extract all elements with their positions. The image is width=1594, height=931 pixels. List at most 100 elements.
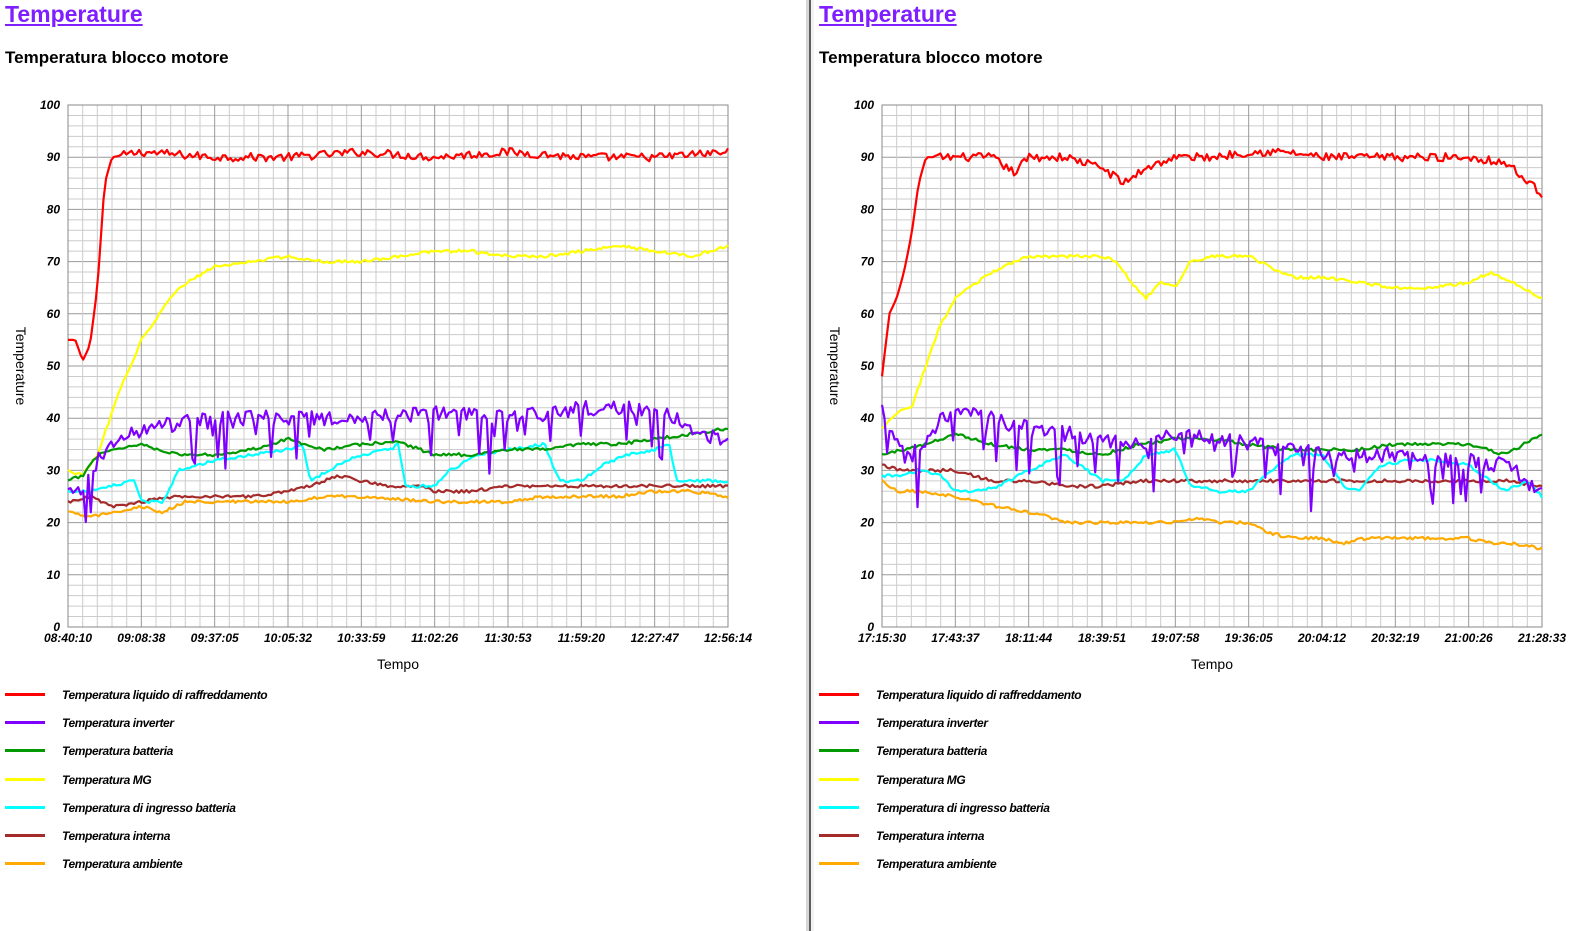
y-tick-label: 0 <box>53 620 60 634</box>
legend-swatch <box>819 777 859 781</box>
x-tick-label: 09:37:05 <box>191 631 239 645</box>
panel-left: Temperature Temperatura blocco motore 0 1… <box>5 1 752 872</box>
y-tick-label: 20 <box>46 516 61 530</box>
legend-swatch <box>5 721 45 725</box>
temperature-chart: 0 10 20 30 40 50 60 70 80 90 100 17:15:30 17:43:37 18… <box>827 98 1566 672</box>
x-tick-label: 10:05:32 <box>264 631 312 645</box>
y-tick-label: 90 <box>47 150 61 164</box>
panel-divider[interactable] <box>806 0 814 931</box>
x-tick-label: 18:11:44 <box>1005 631 1052 645</box>
y-tick-label: 100 <box>40 98 60 112</box>
chart-title: Temperatura blocco motore <box>5 48 229 67</box>
x-tick-label: 12:27:47 <box>631 631 680 645</box>
x-tick-label: 10:33:59 <box>337 631 385 645</box>
legend-swatch <box>819 833 859 837</box>
legend-swatch <box>819 721 859 725</box>
temperature-link[interactable]: Temperature <box>5 1 143 27</box>
legend-label: Temperatura di ingresso batteria <box>876 800 1050 815</box>
x-tick-label: 18:39:51 <box>1078 631 1126 645</box>
x-tick-label: 21:28:33 <box>1517 631 1566 645</box>
legend-label: Temperatura liquido di raffreddamento <box>62 688 268 702</box>
chart-title: Temperatura blocco motore <box>819 48 1043 67</box>
plot-frame <box>67 104 729 628</box>
legend-swatch <box>819 749 859 753</box>
legend-swatch <box>5 805 45 809</box>
x-tick-label: 09:08:38 <box>117 631 165 645</box>
x-tick-label: 11:30:53 <box>484 631 531 645</box>
legend-swatch <box>5 777 45 781</box>
y-tick-label: 10 <box>861 568 875 582</box>
series-line-inverter <box>67 400 729 524</box>
x-tick-label: 20:32:19 <box>1370 631 1419 645</box>
y-axis-label: Temperature <box>13 327 29 406</box>
legend-swatch <box>5 693 45 696</box>
series-line-ambient <box>881 479 1543 551</box>
legend-label: Temperatura ambiente <box>876 857 997 872</box>
y-tick-label: 50 <box>47 359 61 373</box>
series-line-coolant <box>880 147 1543 377</box>
legend-swatch <box>819 862 859 866</box>
y-tick-label: 30 <box>47 463 61 477</box>
y-tick-label: 10 <box>47 568 61 582</box>
y-tick-label: 50 <box>861 359 875 373</box>
legend-swatch <box>5 833 45 837</box>
legend-label: Temperatura inverter <box>876 716 988 731</box>
series-line-battery-inlet <box>67 442 729 505</box>
x-tick-label: 11:02:26 <box>411 631 458 645</box>
legend-swatch <box>5 749 45 753</box>
y-tick-label: 70 <box>47 255 61 269</box>
y-tick-label: 30 <box>861 463 875 477</box>
legend-label: Temperatura liquido di raffreddamento <box>876 688 1082 702</box>
legend-label: Temperatura inverter <box>62 716 174 731</box>
y-tick-label: 70 <box>861 255 875 269</box>
x-axis-label: Tempo <box>1191 656 1233 672</box>
y-tick-label: 80 <box>861 202 875 216</box>
legend-label: Temperatura interna <box>876 828 984 843</box>
chart-grid <box>67 104 729 628</box>
x-tick-label: 11:59:20 <box>558 631 605 645</box>
series-line-battery-inlet <box>881 447 1543 499</box>
y-tick-label: 80 <box>47 202 61 216</box>
legend-label: Temperatura batteria <box>62 744 173 759</box>
series-line-interior <box>67 474 729 509</box>
legend-swatch <box>819 693 859 696</box>
series-line-coolant <box>68 147 729 361</box>
legend-label: Temperatura MG <box>62 772 152 787</box>
legend-label: Temperatura di ingresso batteria <box>62 800 236 815</box>
series-line-mg <box>67 244 729 476</box>
legend-label: Temperatura interna <box>62 828 170 843</box>
y-tick-label: 40 <box>860 411 875 425</box>
x-tick-label: 19:07:58 <box>1151 631 1199 645</box>
chart-grid <box>881 104 1543 628</box>
series-line-battery <box>67 427 729 482</box>
x-tick-label: 17:15:30 <box>858 631 906 645</box>
y-tick-label: 20 <box>860 516 875 530</box>
x-tick-label: 08:40:10 <box>44 631 92 645</box>
x-tick-label: 12:56:14 <box>704 631 752 645</box>
series-line-inverter <box>880 404 1543 513</box>
series-line-mg <box>881 253 1543 429</box>
series-line-interior <box>881 463 1543 489</box>
legend-label: Temperatura MG <box>876 772 966 787</box>
legend-swatch <box>819 805 859 809</box>
x-axis-label: Tempo <box>377 656 419 672</box>
x-tick-label: 17:43:37 <box>931 631 980 645</box>
y-axis-label: Temperature <box>827 327 843 406</box>
x-tick-label: 19:36:05 <box>1225 631 1273 645</box>
temperature-link[interactable]: Temperature <box>819 1 957 27</box>
y-tick-label: 60 <box>47 307 61 321</box>
y-tick-label: 0 <box>867 620 874 634</box>
y-tick-label: 60 <box>861 307 875 321</box>
legend-label: Temperatura batteria <box>876 744 987 759</box>
series-line-ambient <box>67 488 729 519</box>
y-tick-label: 90 <box>861 150 875 164</box>
legend-swatch <box>5 862 45 866</box>
x-tick-label: 20:04:12 <box>1297 631 1346 645</box>
x-tick-label: 21:00:26 <box>1444 631 1493 645</box>
y-tick-label: 100 <box>854 98 874 112</box>
legend-label: Temperatura ambiente <box>62 857 183 872</box>
y-tick-label: 40 <box>46 411 61 425</box>
temperature-chart: 0 10 20 30 40 50 60 70 80 90 100 08:40:10 09:08:38 09… <box>13 98 752 672</box>
plot-frame <box>881 104 1543 628</box>
